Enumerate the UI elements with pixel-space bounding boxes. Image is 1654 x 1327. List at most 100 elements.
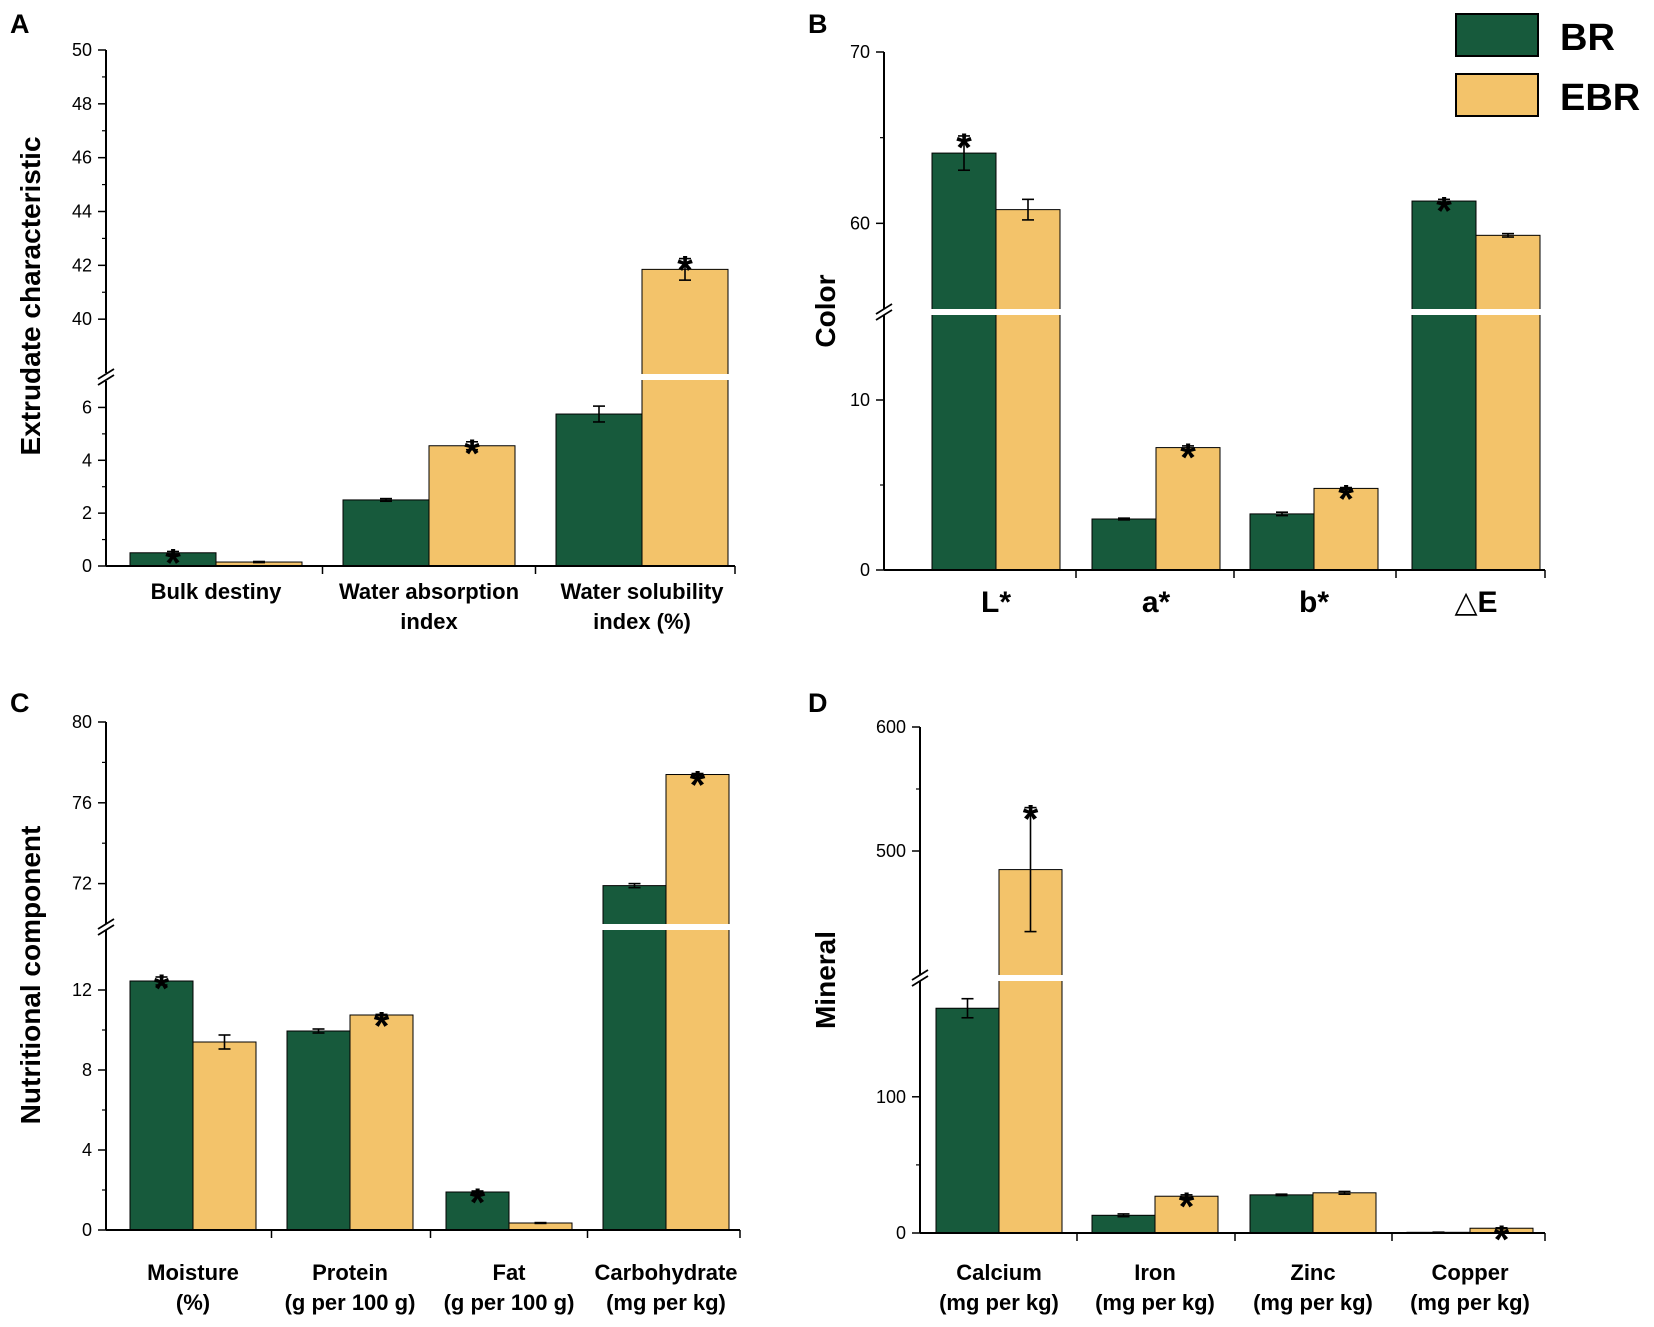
bar-ebr bbox=[641, 268, 729, 567]
x-category-label: (mg per kg) bbox=[1253, 1290, 1373, 1315]
y-tick-label: 0 bbox=[896, 1223, 906, 1243]
axis-break-mark bbox=[97, 374, 115, 386]
panel-d: D Mineral * Calcium (mg per kg) * Iron (mg per … bbox=[808, 688, 1546, 1315]
x-category-label: Iron bbox=[1134, 1260, 1176, 1285]
x-category-label: (%) bbox=[176, 1290, 210, 1315]
x-category-label: (g per 100 g) bbox=[285, 1290, 416, 1315]
axis-break-band bbox=[107, 374, 736, 380]
bar-br bbox=[1411, 200, 1477, 571]
significance-star: * bbox=[154, 967, 170, 1011]
significance-star: * bbox=[1338, 478, 1354, 522]
x-category-label: (mg per kg) bbox=[939, 1290, 1059, 1315]
significance-star: * bbox=[1023, 798, 1039, 842]
bar-ebr bbox=[1154, 1195, 1219, 1234]
legend-label-br: BR bbox=[1560, 17, 1615, 59]
x-category-label: Moisture bbox=[147, 1260, 239, 1285]
x-category-label: Zinc bbox=[1290, 1260, 1335, 1285]
y-tick-label: 46 bbox=[72, 148, 92, 168]
y-tick-label: 0 bbox=[82, 1220, 92, 1240]
y-tick-label: 80 bbox=[72, 712, 92, 732]
significance-star: * bbox=[1494, 1218, 1510, 1262]
axis-break-mark bbox=[97, 368, 115, 380]
y-tick-label: 12 bbox=[72, 980, 92, 1000]
bar-br bbox=[1091, 1214, 1156, 1234]
x-category-label: index bbox=[400, 609, 458, 634]
axis-break-mark bbox=[911, 975, 929, 987]
x-category-label: (mg per kg) bbox=[606, 1290, 726, 1315]
x-category-label: L* bbox=[981, 586, 1011, 619]
y-tick-label: 0 bbox=[860, 560, 870, 580]
x-category-label: b* bbox=[1299, 586, 1329, 619]
bar-br bbox=[602, 885, 667, 1231]
bar-ebr bbox=[1155, 447, 1221, 571]
x-category-label: Water absorption bbox=[339, 579, 519, 604]
significance-star: * bbox=[1180, 436, 1196, 480]
bar-br bbox=[555, 413, 643, 567]
bar-br bbox=[1249, 513, 1315, 571]
x-category-label: Copper bbox=[1432, 1260, 1509, 1285]
y-tick-label: 500 bbox=[876, 841, 906, 861]
bar-ebr bbox=[349, 1014, 414, 1231]
y-tick-label: 50 bbox=[72, 40, 92, 60]
y-tick-label: 4 bbox=[82, 450, 92, 470]
panel-label: C bbox=[10, 688, 30, 718]
axis-break-mark bbox=[911, 969, 929, 981]
y-tick-label: 70 bbox=[850, 42, 870, 62]
x-category-label: Water solubility bbox=[561, 579, 725, 604]
significance-star: * bbox=[690, 764, 706, 808]
x-category-label: Bulk destiny bbox=[151, 579, 283, 604]
panel-label: A bbox=[10, 9, 30, 39]
x-category-label: Carbohydrate bbox=[594, 1260, 737, 1285]
y-tick-label: 48 bbox=[72, 94, 92, 114]
x-category-label: (g per 100 g) bbox=[444, 1290, 575, 1315]
axis-break-band bbox=[921, 975, 1546, 981]
axis-break-mark bbox=[875, 303, 893, 315]
y-tick-label: 4 bbox=[82, 1140, 92, 1160]
legend: BR EBR bbox=[1455, 13, 1640, 119]
x-category-label: Protein bbox=[312, 1260, 388, 1285]
axis-break-mark bbox=[97, 924, 115, 936]
significance-star: * bbox=[464, 432, 480, 476]
y-tick-label: 44 bbox=[72, 202, 92, 222]
y-axis-label: Color bbox=[810, 274, 841, 347]
y-tick-label: 72 bbox=[72, 874, 92, 894]
bar-ebr bbox=[1312, 1192, 1377, 1234]
significance-star: * bbox=[165, 541, 181, 585]
significance-star: * bbox=[677, 249, 693, 293]
x-category-label: (mg per kg) bbox=[1095, 1290, 1215, 1315]
bar-ebr bbox=[665, 774, 730, 1231]
bar-br bbox=[286, 1030, 351, 1231]
panel-b: B Color * L* * a* * b* * △E 0 10 60 70 bbox=[808, 9, 1546, 619]
bar-ebr bbox=[995, 209, 1061, 571]
x-category-label: Fat bbox=[493, 1260, 527, 1285]
x-category-label: a* bbox=[1142, 586, 1171, 619]
bar-br bbox=[1091, 518, 1157, 571]
panel-c: C Nutritional component * Moisture (%) * Prote… bbox=[10, 688, 741, 1315]
bar-ebr bbox=[428, 445, 516, 567]
y-axis-label: Extrudate characteristic bbox=[15, 136, 46, 455]
y-tick-label: 60 bbox=[850, 213, 870, 233]
y-tick-label: 2 bbox=[82, 503, 92, 523]
x-category-label: Calcium bbox=[956, 1260, 1042, 1285]
legend-swatch-br bbox=[1455, 13, 1539, 57]
legend-label-ebr: EBR bbox=[1560, 77, 1640, 119]
x-category-label: index (%) bbox=[593, 609, 691, 634]
y-tick-label: 42 bbox=[72, 255, 92, 275]
panel-label: B bbox=[808, 9, 828, 39]
bar-ebr bbox=[1475, 234, 1541, 571]
bar-br bbox=[129, 980, 194, 1231]
bar-br bbox=[1249, 1194, 1314, 1234]
significance-star: * bbox=[1436, 189, 1452, 233]
y-tick-label: 40 bbox=[72, 309, 92, 329]
y-tick-label: 8 bbox=[82, 1060, 92, 1080]
y-tick-label: 600 bbox=[876, 717, 906, 737]
bar-br bbox=[342, 499, 430, 567]
bar-ebr bbox=[192, 1041, 257, 1231]
bar-br bbox=[931, 152, 997, 571]
axis-break-mark bbox=[97, 918, 115, 930]
y-axis-label: Nutritional component bbox=[15, 826, 46, 1125]
x-category-label: (mg per kg) bbox=[1410, 1290, 1530, 1315]
significance-star: * bbox=[956, 126, 972, 170]
